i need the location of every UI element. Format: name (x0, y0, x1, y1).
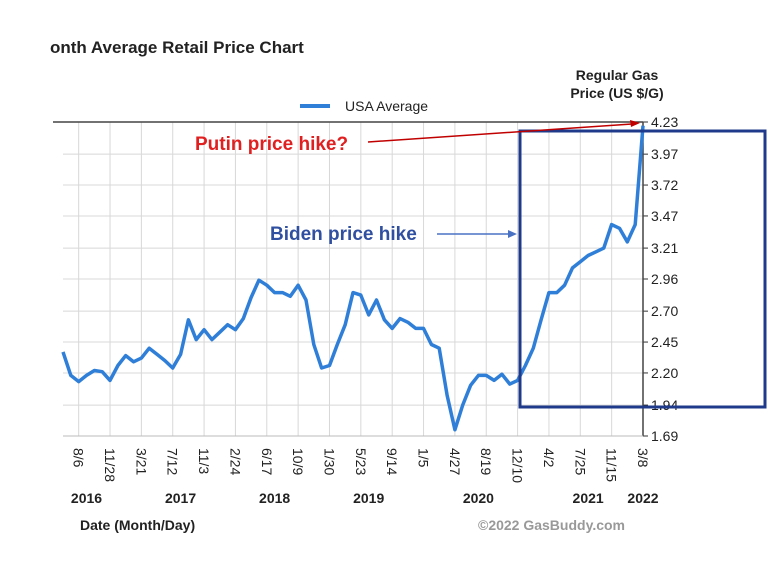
y-tick-label: 2.70 (651, 303, 678, 319)
x-tick-label: 1/30 (321, 448, 337, 475)
watermark: ©2022 GasBuddy.com (478, 517, 625, 533)
y-tick-label: 4.23 (651, 114, 678, 130)
legend-label: USA Average (345, 98, 428, 114)
x-tick-label: 7/12 (165, 448, 181, 475)
y-tick-label: 3.47 (651, 208, 678, 224)
y-tick-label: 1.69 (651, 428, 678, 444)
x-tick-label: 8/19 (478, 448, 494, 475)
y-tick-label: 2.20 (651, 365, 678, 381)
x-tick-label: 4/27 (447, 448, 463, 475)
y-tick-label: 3.97 (651, 146, 678, 162)
year-label: 2018 (259, 490, 290, 506)
year-label: 2019 (353, 490, 384, 506)
x-tick-label: 4/2 (541, 448, 557, 468)
year-label: 2022 (627, 490, 658, 506)
annotation: Putin price hike? (195, 134, 348, 155)
arrow-head (508, 230, 517, 238)
x-tick-label: 6/17 (259, 448, 275, 475)
x-tick-label: 7/25 (572, 448, 588, 475)
year-label: 2016 (71, 490, 102, 506)
y-tick-label: 2.96 (651, 271, 678, 287)
x-tick-label: 11/3 (196, 448, 212, 474)
arrow-head (630, 120, 640, 127)
y-axis-title: Regular Gas Price (US $/G) (570, 67, 664, 101)
line-series (61, 125, 645, 432)
year-label: 2021 (573, 490, 604, 506)
x-tick-label: 10/9 (290, 448, 306, 475)
x-tick-label: 8/6 (71, 448, 87, 468)
chart-title: onth Average Retail Price Chart (50, 38, 304, 57)
x-tick-label: 12/10 (510, 448, 526, 483)
annotation: Biden price hike (270, 224, 417, 245)
x-tick-label: 2/24 (227, 448, 243, 475)
x-tick-label: 3/21 (133, 448, 149, 475)
y-tick-label: 3.72 (651, 177, 678, 193)
x-tick-label: 1/5 (416, 448, 432, 468)
x-tick-label: 5/23 (353, 448, 369, 475)
x-tick-label: 11/28 (102, 448, 118, 482)
x-tick-label: 11/15 (604, 448, 620, 482)
y-tick-label: 3.21 (651, 240, 678, 256)
y-tick-label: 1.94 (651, 397, 678, 413)
y-tick-label: 2.45 (651, 334, 678, 350)
x-tick-label: 9/14 (384, 448, 400, 475)
year-label: 2020 (463, 490, 494, 506)
x-axis-title: Date (Month/Day) (80, 517, 195, 533)
x-tick-label: 3/8 (635, 448, 651, 468)
highlight-box (518, 129, 767, 409)
year-label: 2017 (165, 490, 196, 506)
annotation-arrow (367, 123, 633, 143)
